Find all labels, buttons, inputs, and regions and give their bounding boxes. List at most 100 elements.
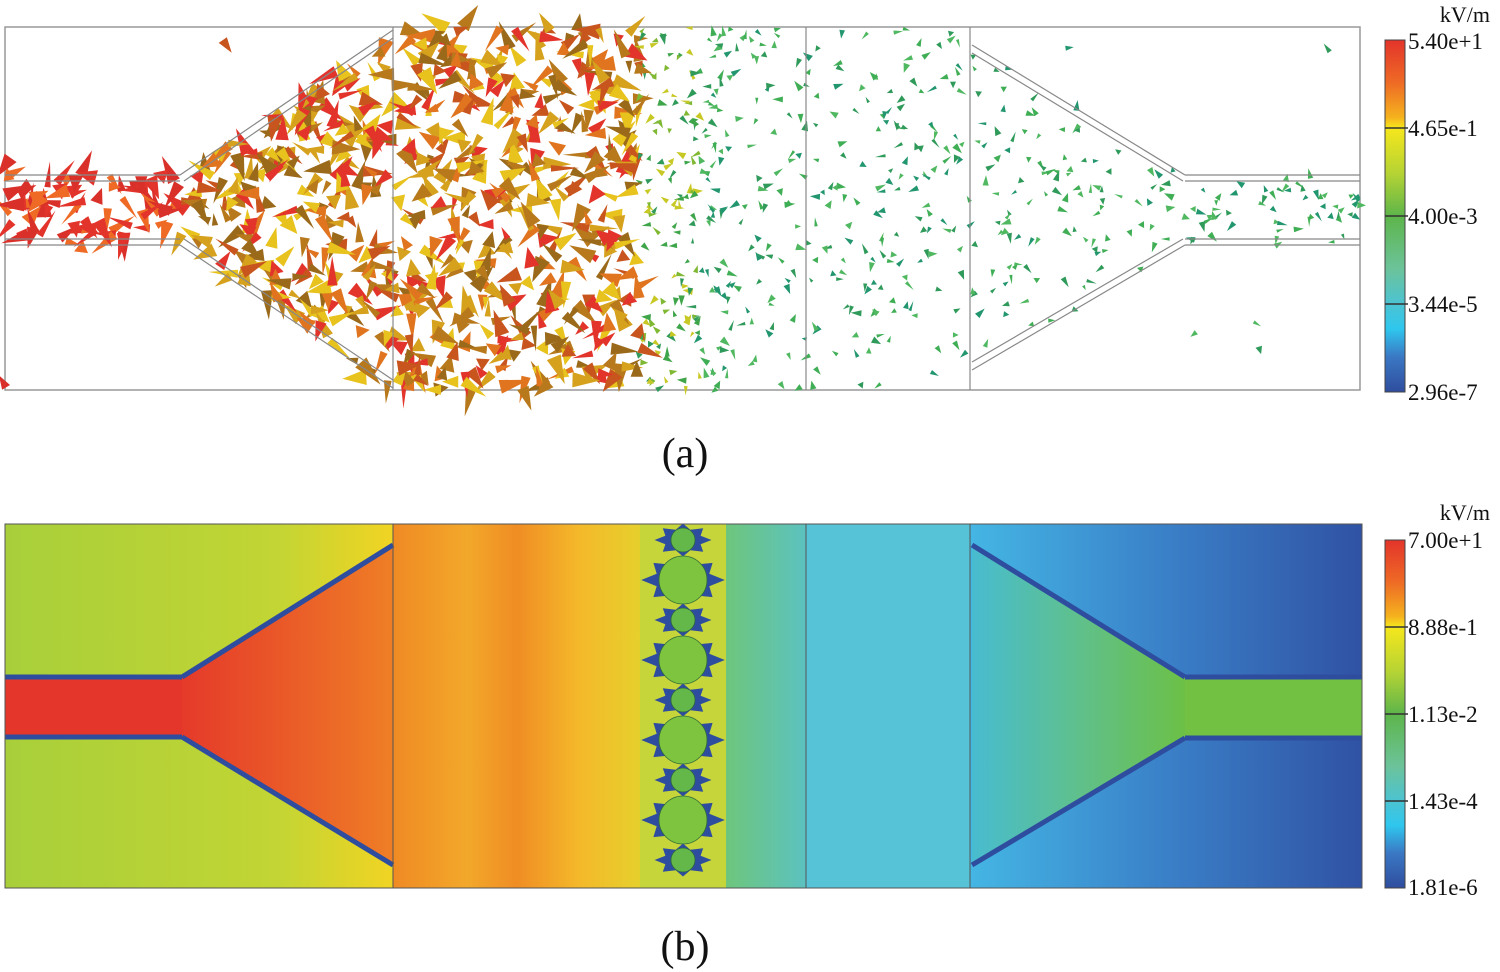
field-arrow xyxy=(639,27,645,34)
field-arrow xyxy=(321,293,334,311)
field-arrow xyxy=(369,260,396,270)
field-arrow xyxy=(903,55,913,61)
field-arrow xyxy=(572,372,601,388)
field-arrow xyxy=(972,65,977,72)
field-arrow xyxy=(695,112,705,121)
field-arrow xyxy=(935,286,943,292)
field-arrow xyxy=(1101,249,1109,254)
field-arrow xyxy=(416,370,429,386)
crystal-hole xyxy=(658,715,708,765)
field-arrow xyxy=(882,111,888,120)
field-arrow xyxy=(605,126,631,138)
field-arrow xyxy=(749,36,755,43)
field-arrow xyxy=(1021,129,1028,135)
field-arrow xyxy=(1105,168,1112,175)
field-arrow xyxy=(725,281,731,288)
field-arrow xyxy=(1072,185,1081,191)
field-arrow xyxy=(449,306,475,327)
field-arrow xyxy=(752,354,758,363)
field-arrow xyxy=(795,224,802,229)
field-arrow xyxy=(591,320,602,348)
field-arrow xyxy=(970,287,976,295)
field-arrow xyxy=(765,329,774,338)
field-arrow xyxy=(1332,204,1339,209)
field-arrow xyxy=(671,93,678,98)
field-arrow xyxy=(640,359,649,366)
field-arrow xyxy=(1159,186,1166,193)
field-arrow xyxy=(1200,187,1206,193)
field-arrow xyxy=(335,146,352,163)
field-arrow xyxy=(602,312,617,332)
field-arrow xyxy=(140,202,164,220)
field-arrow xyxy=(383,329,395,347)
field-arrow xyxy=(663,163,674,171)
field-arrow xyxy=(625,15,646,37)
field-arrow xyxy=(721,25,727,37)
field-arrow xyxy=(902,26,911,31)
field-arrow xyxy=(358,101,378,116)
field-arrow xyxy=(678,295,685,306)
field-arrow xyxy=(871,336,882,345)
field-arrow xyxy=(1051,186,1063,196)
field-arrow xyxy=(651,37,659,43)
field-arrow xyxy=(710,211,716,218)
field-arrow xyxy=(402,47,421,67)
field-arrow xyxy=(465,366,484,389)
field-arrow xyxy=(334,122,350,136)
field-arrow xyxy=(759,42,767,47)
structure-outline-a xyxy=(5,27,1360,390)
field-arrow xyxy=(1154,169,1164,179)
field-arrow xyxy=(421,13,451,35)
field-arrow xyxy=(1317,193,1324,200)
field-arrow xyxy=(510,94,520,109)
field-arrow xyxy=(463,268,478,283)
field-arrow xyxy=(396,112,418,128)
field-arrow xyxy=(235,128,254,157)
field-arrow xyxy=(692,314,697,320)
field-arrow xyxy=(292,142,312,156)
field-arrow xyxy=(543,156,572,170)
field-arrow xyxy=(664,346,670,357)
field-arrow xyxy=(191,199,209,226)
field-arrow xyxy=(750,52,757,59)
field-arrow xyxy=(28,190,49,205)
field-arrow xyxy=(706,215,717,223)
field-arrow xyxy=(301,93,318,107)
field-arrow xyxy=(560,259,585,274)
field-arrow xyxy=(1146,198,1153,206)
field-arrow xyxy=(450,92,477,119)
field-arrow xyxy=(438,257,463,277)
field-arrow xyxy=(716,107,724,113)
field-arrow xyxy=(346,215,357,228)
field-arrow xyxy=(511,26,530,52)
field-arrow xyxy=(530,325,538,352)
field-arrow xyxy=(214,272,233,287)
field-arrow xyxy=(675,271,686,277)
field-arrow xyxy=(355,222,364,243)
field-arrow xyxy=(501,226,511,241)
field-arrow xyxy=(959,141,965,148)
field-arrow xyxy=(612,215,626,233)
field-arrow xyxy=(813,366,821,375)
field-arrow xyxy=(1190,330,1198,337)
field-arrow xyxy=(572,299,598,325)
field-arrow xyxy=(652,120,660,125)
field-arrow xyxy=(484,298,491,317)
field-arrow xyxy=(630,360,644,377)
field-arrow xyxy=(452,195,459,213)
field-arrow xyxy=(702,84,712,89)
field-arrow xyxy=(733,285,742,293)
field-arrow xyxy=(649,42,659,48)
field-arrow xyxy=(327,219,344,228)
field-arrow xyxy=(621,361,644,372)
field-arrow xyxy=(707,118,718,128)
field-arrow xyxy=(1236,181,1246,189)
field-arrow xyxy=(406,211,424,229)
field-arrow xyxy=(706,219,711,227)
field-arrow xyxy=(869,262,875,273)
field-arrow xyxy=(921,52,931,60)
field-arrow xyxy=(997,229,1004,236)
field-arrow xyxy=(371,46,386,57)
field-arrow xyxy=(286,109,307,136)
field-arrow xyxy=(399,21,426,37)
